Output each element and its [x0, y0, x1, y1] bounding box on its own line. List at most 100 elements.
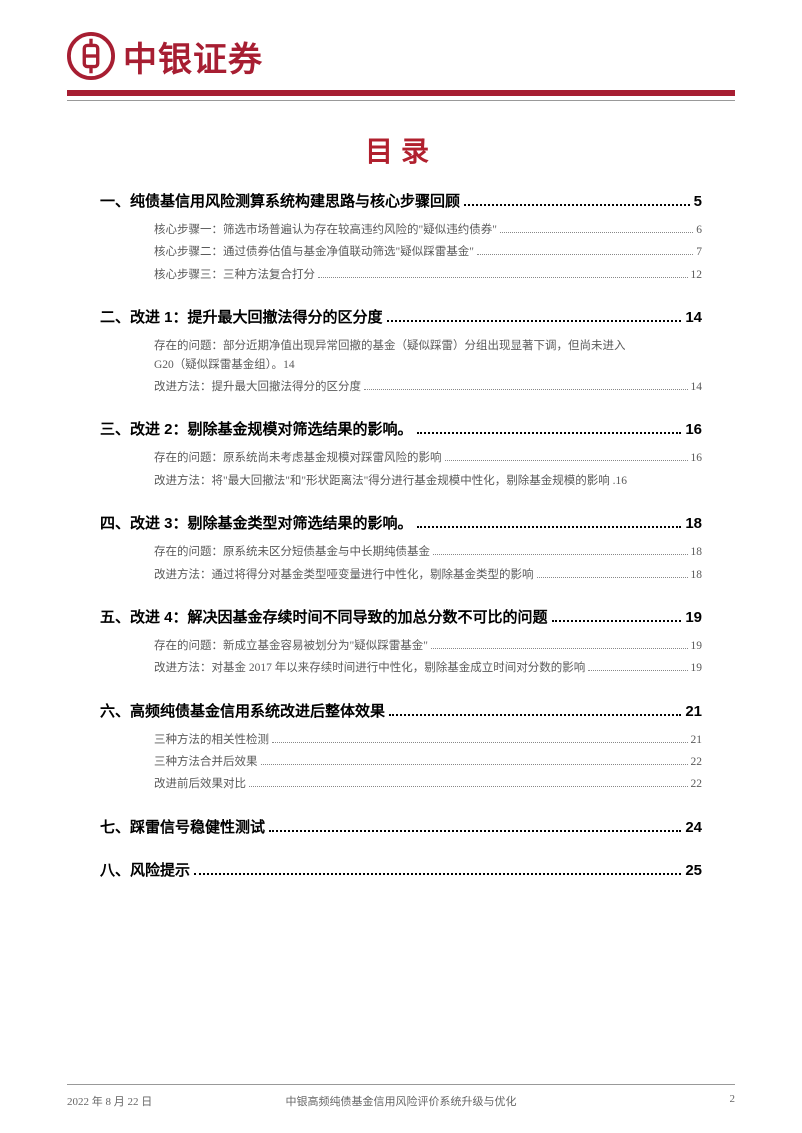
toc-heading-2: 存在的问题：原系统尚未考虑基金规模对踩雷风险的影响 16 [154, 449, 702, 467]
toc-section: 七、踩雷信号稳健性测试 24 [100, 816, 702, 837]
toc-h2-label: 改进方法：对基金 2017 年以来存续时间进行中性化，剔除基金成立时间对分数的影… [154, 659, 585, 677]
toc-heading-2: 核心步骤三：三种方法复合打分 12 [154, 266, 702, 284]
toc-heading-2: 改进方法：提升最大回撤法得分的区分度 14 [154, 378, 702, 396]
toc-page-number: 19 [691, 659, 703, 677]
toc-page-number: 5 [694, 193, 702, 210]
toc-h2-label: 改进前后效果对比 [154, 775, 246, 793]
toc-heading-2: 三种方法合并后效果 22 [154, 753, 702, 771]
toc-page-number: 14 [685, 309, 702, 326]
footer-divider [67, 1084, 735, 1085]
logo: 中银证券 [67, 32, 263, 81]
toc-page-number: 16 [685, 421, 702, 438]
toc-heading-2: 三种方法的相关性检测 21 [154, 731, 702, 749]
toc-page-number: 22 [691, 775, 703, 793]
header: 中银证券 [67, 22, 735, 90]
toc-h1-label: 二、改进 1：提升最大回撤法得分的区分度 [100, 306, 383, 327]
toc-h2-label: 三种方法合并后效果 [154, 753, 258, 771]
toc-dots [272, 742, 688, 743]
toc-h2-label: 改进方法：提升最大回撤法得分的区分度 [154, 378, 361, 396]
logo-text: 中银证券 [123, 32, 263, 81]
toc-dots [433, 554, 688, 555]
toc-h2-label: 核心步骤二：通过债券估值与基金净值联动筛选"疑似踩雷基金" [154, 243, 474, 261]
toc-heading-1: 一、纯债基信用风险测算系统构建思路与核心步骤回顾 5 [100, 190, 702, 211]
toc-h2-label: 核心步骤一：筛选市场普遍认为存在较高违约风险的"疑似违约债券" [154, 221, 497, 239]
toc-heading-1: 八、风险提示 25 [100, 859, 702, 880]
toc-h1-label: 一、纯债基信用风险测算系统构建思路与核心步骤回顾 [100, 190, 460, 211]
toc-page-number: 25 [685, 862, 702, 879]
toc-page-number: 6 [696, 221, 702, 239]
toc-page-number: 18 [691, 543, 703, 561]
toc-dots [431, 648, 688, 649]
toc-page-number: 16 [691, 449, 703, 467]
toc-h2-label: 三种方法的相关性检测 [154, 731, 269, 749]
toc-h2-label: 存在的问题：部分近期净值出现异常回撤的基金（疑似踩雷）分组出现显著下调，但尚未进… [154, 337, 702, 355]
toc-heading-2: 改进方法：对基金 2017 年以来存续时间进行中性化，剔除基金成立时间对分数的影… [154, 659, 702, 677]
toc-dots [249, 786, 688, 787]
toc-heading-2: 存在的问题：部分近期净值出现异常回撤的基金（疑似踩雷）分组出现显著下调，但尚未进… [154, 337, 702, 374]
toc-dots [500, 232, 693, 233]
toc-h2-label: 存在的问题：原系统未区分短债基金与中长期纯债基金 [154, 543, 430, 561]
toc-page-number: 21 [691, 731, 703, 749]
toc-heading-2: 改进方法：将"最大回撤法"和"形状距离法"得分进行基金规模中性化，剔除基金规模的… [154, 472, 702, 490]
toc-page-number: 14 [283, 356, 295, 374]
toc-h2-label: 改进方法：通过将得分对基金类型哑变量进行中性化，剔除基金类型的影响 [154, 566, 534, 584]
toc-heading-2: 核心步骤二：通过债券估值与基金净值联动筛选"疑似踩雷基金" 7 [154, 243, 702, 261]
header-red-bar [67, 90, 735, 96]
toc-heading-2: 存在的问题：新成立基金容易被划分为"疑似踩雷基金" 19 [154, 637, 702, 655]
toc-page-number: 12 [691, 266, 703, 284]
toc-h1-label: 八、风险提示 [100, 859, 190, 880]
toc-h1-label: 三、改进 2：剔除基金规模对筛选结果的影响。 [100, 418, 413, 439]
toc-dots [464, 204, 690, 206]
footer-doc-title: 中银高频纯债基金信用风险评价系统升级与优化 [67, 1093, 735, 1109]
toc-h2-label: 存在的问题：新成立基金容易被划分为"疑似踩雷基金" [154, 637, 428, 655]
toc-page-number: 19 [685, 609, 702, 626]
footer: 2022 年 8 月 22 日 中银高频纯债基金信用风险评价系统升级与优化 2 [67, 1093, 735, 1109]
toc-heading-1: 三、改进 2：剔除基金规模对筛选结果的影响。 16 [100, 418, 702, 439]
toc-heading-1: 四、改进 3：剔除基金类型对筛选结果的影响。18 [100, 512, 702, 533]
toc-h2-label: 改进方法：将"最大回撤法"和"形状距离法"得分进行基金规模中性化，剔除基金规模的… [154, 472, 616, 490]
toc-heading-2: 改进方法：通过将得分对基金类型哑变量进行中性化，剔除基金类型的影响 18 [154, 566, 702, 584]
toc-page-number: 16 [616, 472, 628, 490]
toc-page-number: 21 [685, 703, 702, 720]
toc-body: 一、纯债基信用风险测算系统构建思路与核心步骤回顾 5 核心步骤一：筛选市场普遍认为存… [100, 190, 702, 902]
toc-dots [261, 764, 688, 765]
toc-heading-2: 核心步骤一：筛选市场普遍认为存在较高违约风险的"疑似违约债券" 6 [154, 221, 702, 239]
toc-h1-label: 五、改进 4：解决因基金存续时间不同导致的加总分数不可比的问题 [100, 606, 548, 627]
toc-page-number: 14 [691, 378, 703, 396]
toc-heading-2: 改进前后效果对比 22 [154, 775, 702, 793]
toc-h1-label: 七、踩雷信号稳健性测试 [100, 816, 265, 837]
toc-dots [364, 389, 688, 390]
toc-dots [417, 526, 682, 528]
toc-h1-label: 四、改进 3：剔除基金类型对筛选结果的影响。 [100, 512, 413, 533]
toc-section: 四、改进 3：剔除基金类型对筛选结果的影响。18存在的问题：原系统未区分短债基金… [100, 512, 702, 584]
toc-page-number: 7 [696, 243, 702, 261]
toc-heading-1: 七、踩雷信号稳健性测试 24 [100, 816, 702, 837]
toc-page-number: 24 [685, 819, 702, 836]
toc-dots [194, 873, 681, 875]
toc-page-number: 19 [691, 637, 703, 655]
toc-heading-2: 存在的问题：原系统未区分短债基金与中长期纯债基金 18 [154, 543, 702, 561]
toc-dots [387, 320, 682, 322]
toc-dots [318, 277, 688, 278]
toc-dots [389, 714, 681, 716]
toc-section: 八、风险提示 25 [100, 859, 702, 880]
toc-title: 目录 [0, 130, 802, 170]
toc-dots [537, 577, 688, 578]
toc-h2-label: G20（疑似踩雷基金组）。 [154, 356, 283, 374]
toc-h2-label: 核心步骤三：三种方法复合打分 [154, 266, 315, 284]
toc-heading-1: 二、改进 1：提升最大回撤法得分的区分度 14 [100, 306, 702, 327]
toc-section: 二、改进 1：提升最大回撤法得分的区分度14存在的问题：部分近期净值出现异常回撤… [100, 306, 702, 396]
page: 中银证券 目录 一、纯债基信用风险测算系统构建思路与核心步骤回顾 5 核心步骤一：筛… [0, 0, 802, 1133]
toc-heading-1: 五、改进 4：解决因基金存续时间不同导致的加总分数不可比的问题 19 [100, 606, 702, 627]
toc-h2-label: 存在的问题：原系统尚未考虑基金规模对踩雷风险的影响 [154, 449, 442, 467]
toc-heading-1: 六、高频纯债基金信用系统改进后整体效果 21 [100, 700, 702, 721]
toc-section: 一、纯债基信用风险测算系统构建思路与核心步骤回顾 5 核心步骤一：筛选市场普遍认为存… [100, 190, 702, 284]
toc-h1-label: 六、高频纯债基金信用系统改进后整体效果 [100, 700, 385, 721]
toc-dots [552, 620, 682, 622]
toc-dots [417, 432, 682, 434]
toc-dots [269, 830, 681, 832]
toc-page-number: 22 [691, 753, 703, 771]
toc-dots [588, 670, 687, 671]
toc-dots [477, 254, 693, 255]
toc-page-number: 18 [691, 566, 703, 584]
